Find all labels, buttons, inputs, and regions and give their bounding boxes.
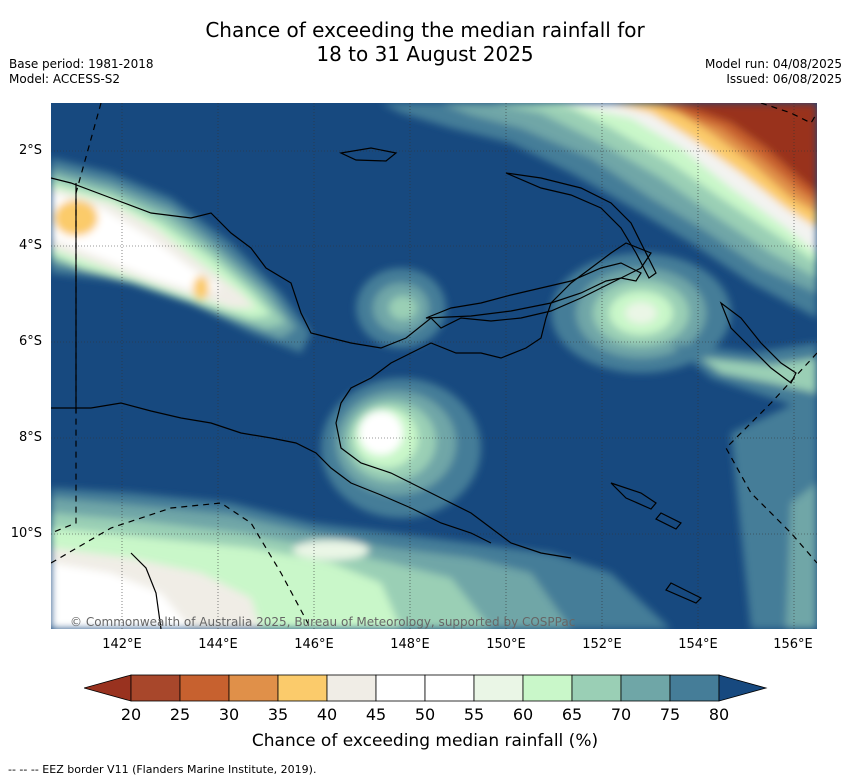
eez-borders	[51, 103, 817, 629]
colorbar-tick-label: 65	[561, 705, 583, 724]
colorbar-tick-label: 35	[267, 705, 289, 724]
colorbar-tick-label: 75	[659, 705, 681, 724]
lat-label-4s: 4°S	[18, 238, 42, 253]
lat-label-2s: 2°S	[18, 143, 42, 158]
manus-coast	[338, 147, 398, 162]
torres-coast	[130, 552, 162, 629]
colorbar-cell	[277, 674, 328, 702]
colorbar-cell	[228, 674, 279, 702]
lon-label-148e: 148°E	[390, 637, 430, 652]
lat-label-6s: 6°S	[18, 334, 42, 349]
lon-label-146e: 146°E	[294, 637, 334, 652]
colorbar-tick-label: 40	[316, 705, 338, 724]
chart-title: Chance of exceeding the median rainfall …	[0, 18, 850, 66]
colorbar-cell	[130, 674, 181, 702]
model-name: Model: ACCESS-S2	[9, 72, 121, 86]
base-period: Base period: 1981-2018	[9, 57, 154, 71]
coastlines	[51, 147, 797, 629]
new-ireland-coast	[505, 172, 657, 279]
colorbar-tick-label: 25	[169, 705, 191, 724]
colorbar-tick-label: 20	[120, 705, 142, 724]
lat-label-10s: 10°S	[10, 526, 42, 541]
colorbar-tick-label: 50	[414, 705, 436, 724]
lon-label-150e: 150°E	[486, 637, 526, 652]
colorbar-cell	[571, 674, 622, 702]
colorbar-cell	[620, 674, 671, 702]
new-britain-coast	[425, 262, 642, 319]
colorbar-tick-label: 30	[218, 705, 240, 724]
title-line-2: 18 to 31 August 2025	[316, 42, 534, 66]
rainfall-map	[51, 103, 817, 629]
colorbar-cell	[522, 674, 573, 702]
colorbar-cell	[375, 674, 426, 702]
lon-label-144e: 144°E	[198, 637, 238, 652]
colorbar-tick-label: 55	[463, 705, 485, 724]
eez-legend: -- -- -- EEZ border V11 (Flanders Marine…	[8, 763, 317, 776]
colorbar-cell	[179, 674, 230, 702]
new-guinea-coast	[51, 177, 652, 559]
colorbar-tick-label: 80	[708, 705, 730, 724]
colorbar-tick-label: 70	[610, 705, 632, 724]
colorbar-high-arrow	[718, 674, 768, 702]
colorbar-tick-label: 60	[512, 705, 534, 724]
issued-date: Issued: 06/08/2025	[726, 72, 842, 86]
copyright-note: © Commonwealth of Australia 2025, Bureau…	[70, 615, 576, 629]
southern-coast	[51, 402, 492, 544]
lat-label-8s: 8°S	[18, 430, 42, 445]
colorbar-cell	[473, 674, 524, 702]
colorbar-label: Chance of exceeding median rainfall (%)	[251, 731, 599, 751]
meta-right: Model run: 04/08/2025 Issued: 06/08/2025	[705, 57, 842, 87]
colorbar-tick-label: 45	[365, 705, 387, 724]
contour-fills	[51, 103, 817, 629]
colorbar-low-arrow	[84, 674, 132, 702]
model-run: Model run: 04/08/2025	[704, 57, 842, 71]
colorbar	[84, 674, 768, 702]
islands-se	[610, 482, 703, 604]
colorbar-cell	[669, 674, 720, 702]
lon-label-154e: 154°E	[678, 637, 718, 652]
graticule	[51, 103, 817, 629]
title-line-1: Chance of exceeding the median rainfall …	[205, 18, 645, 42]
meta-left: Base period: 1981-2018 Model: ACCESS-S2	[9, 57, 154, 87]
lon-label-152e: 152°E	[582, 637, 622, 652]
lon-label-142e: 142°E	[102, 637, 142, 652]
lon-label-156e: 156°E	[773, 637, 813, 652]
colorbar-cell	[424, 674, 475, 702]
colorbar-cell	[326, 674, 377, 702]
